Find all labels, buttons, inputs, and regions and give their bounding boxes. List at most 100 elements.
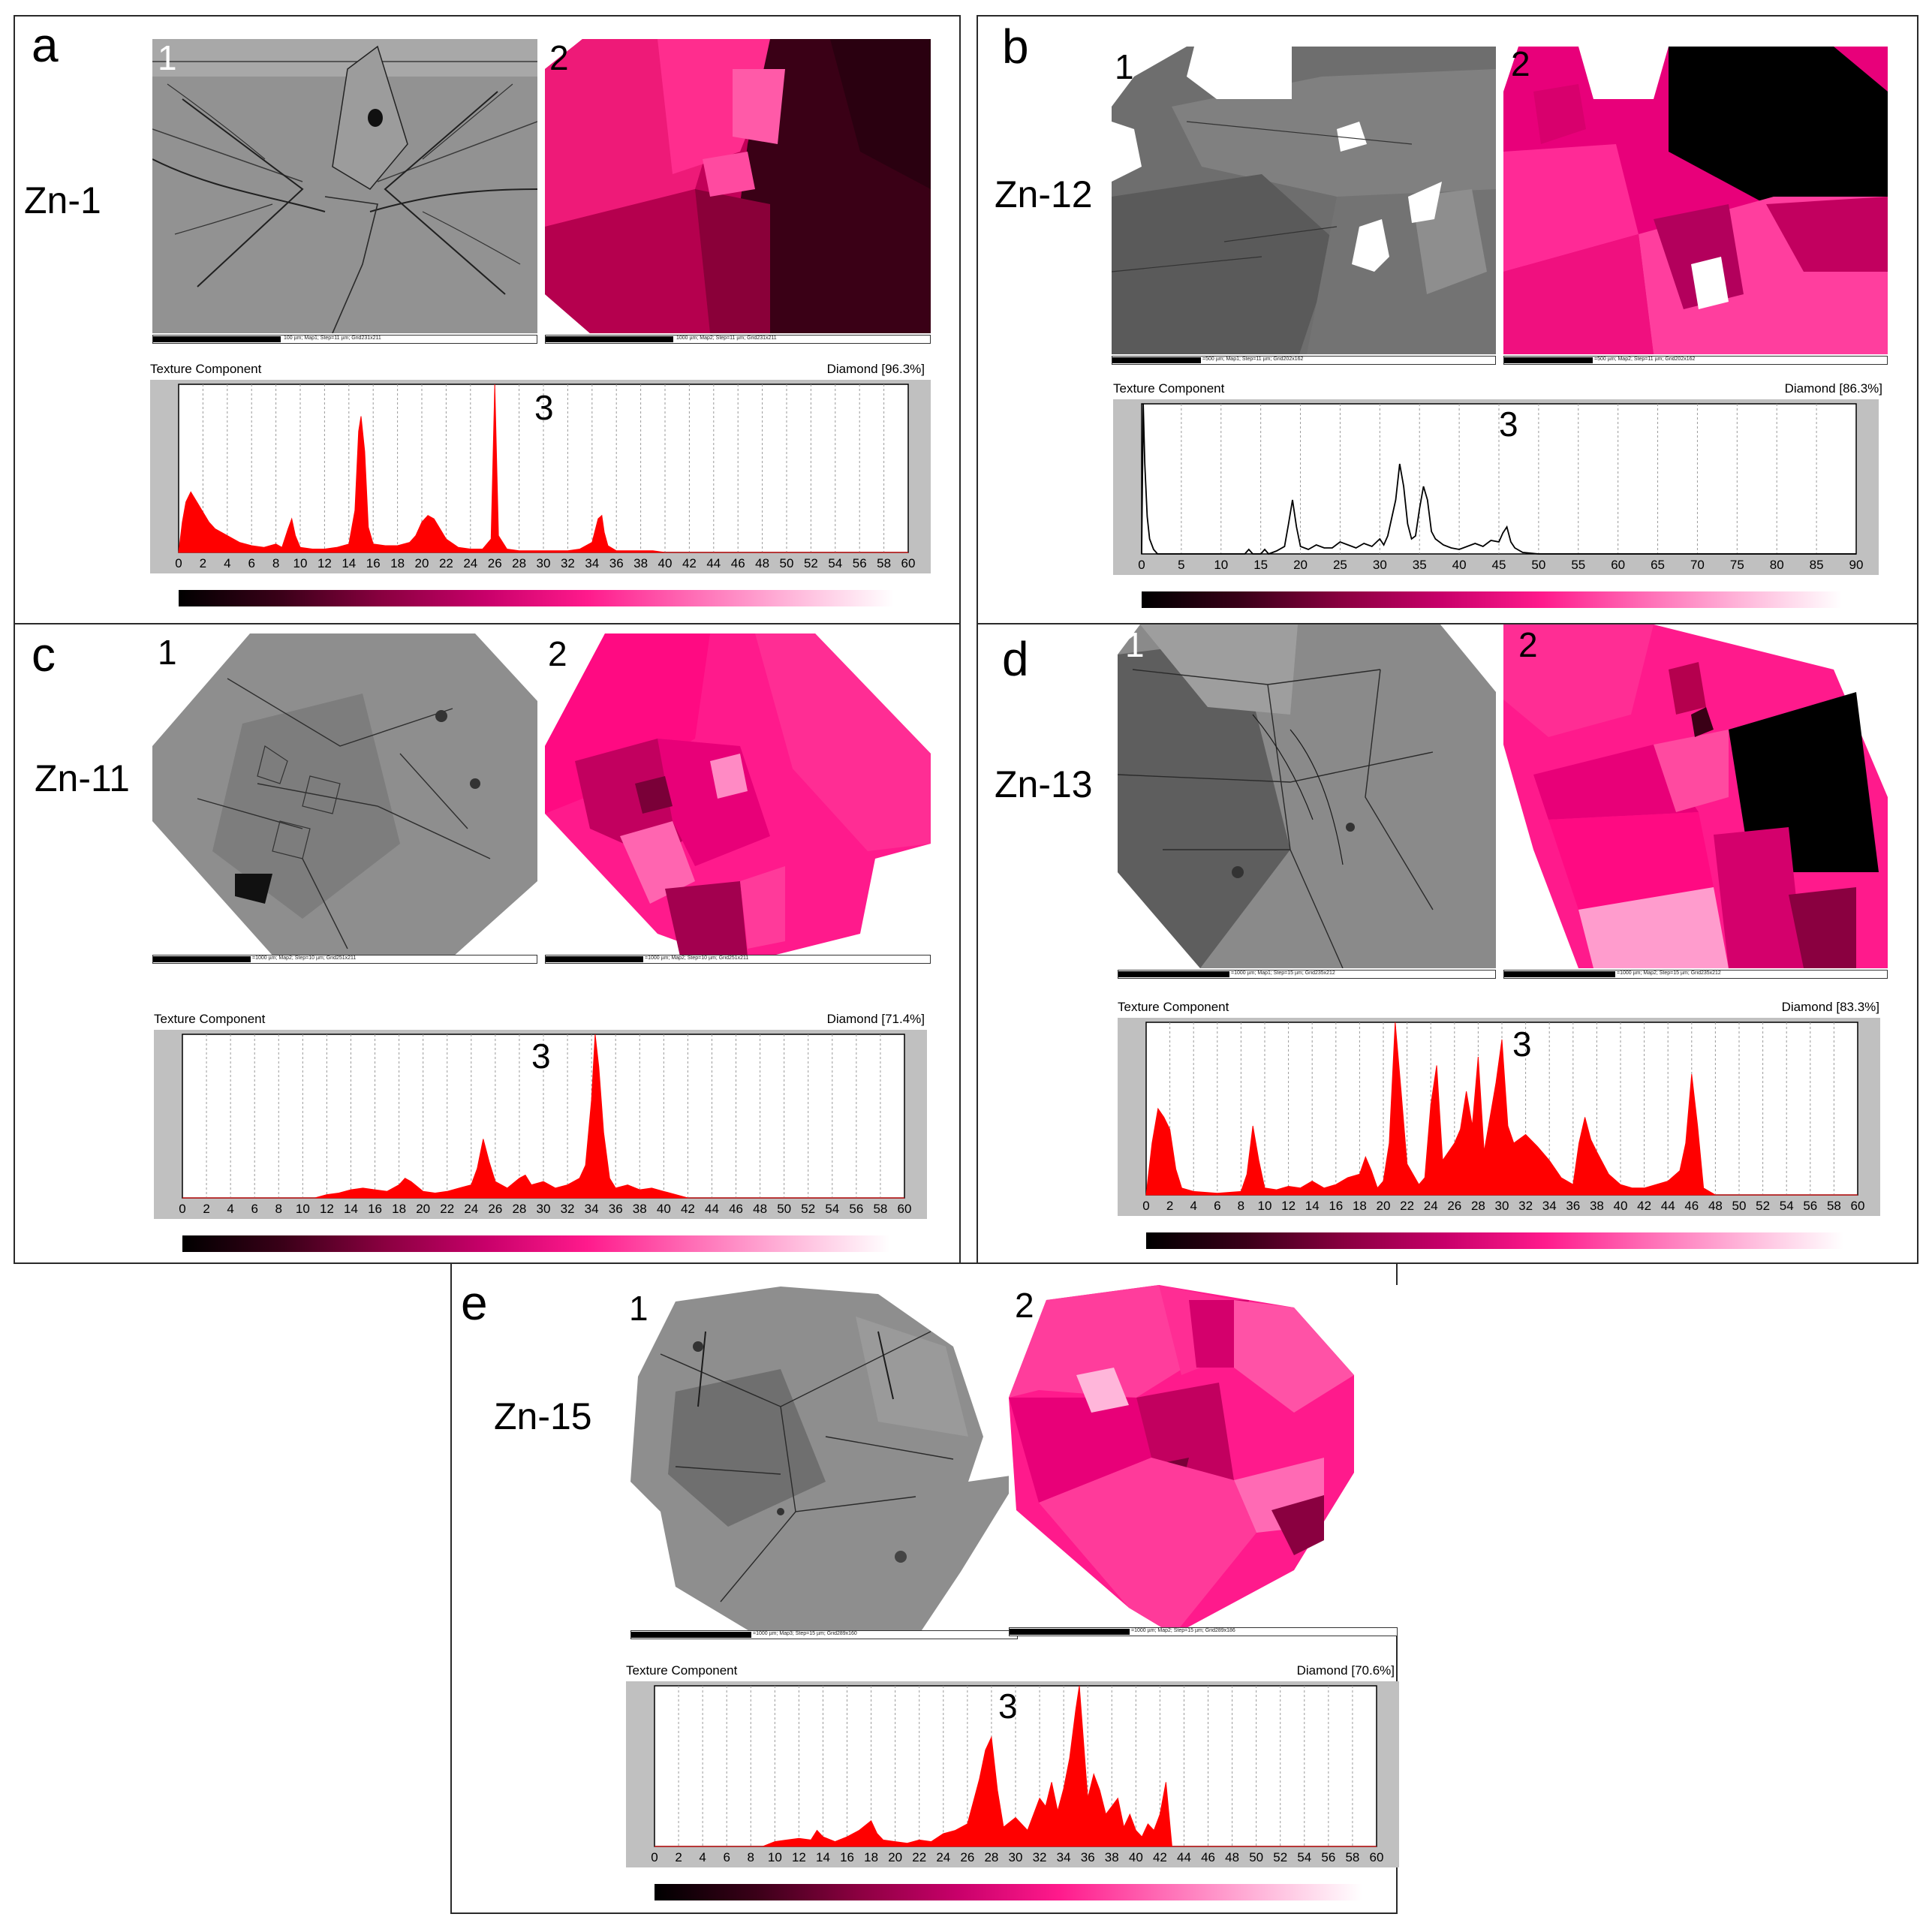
x-tick-label: 8 xyxy=(748,1850,754,1864)
x-tick-label: 2 xyxy=(200,556,206,570)
scale-bar-ebsd: =1000 µm; Map3; Step=15 µm; Grid289x160 xyxy=(630,1630,1018,1639)
panel-letter: a xyxy=(32,18,59,72)
ipf-orientation-map xyxy=(1503,624,1888,968)
x-tick-label: 50 xyxy=(1249,1850,1263,1864)
x-tick-label: 28 xyxy=(512,556,526,570)
x-tick-label: 54 xyxy=(1780,1199,1794,1213)
histogram-svg: 0 2 4 6 8 10 12 14 16 18 20 22 24 26 28 30 32 34 36 38 40 42 4… xyxy=(1118,1018,1880,1249)
ebsd-band-contrast-map xyxy=(630,1287,1018,1639)
x-tick-label: 16 xyxy=(840,1850,854,1864)
x-tick-label: 0 xyxy=(1142,1199,1149,1213)
x-tick-label: 22 xyxy=(1400,1199,1414,1213)
x-tick-label: 8 xyxy=(272,556,279,570)
x-tick-label: 60 xyxy=(901,556,916,570)
x-tick-label: 34 xyxy=(585,556,599,570)
histogram-svg: 0 2 4 6 8 10 12 14 16 18 20 22 24 26 28 30 32 34 36 38 40 42 4… xyxy=(626,1681,1399,1900)
x-tick-label: 70 xyxy=(1690,558,1705,572)
x-tick-label: 56 xyxy=(853,556,867,570)
x-tick-label: 30 xyxy=(537,1202,551,1216)
scale-bar-ebsd: =1000 µm; Map2; Step=10 µm; Grid251x211 xyxy=(152,955,537,964)
x-tick-label: 14 xyxy=(1305,1199,1320,1213)
scale-bar-text: =1000 µm; Map3; Step=15 µm; Grid289x160 xyxy=(753,1631,857,1636)
x-tick-label: 44 xyxy=(1177,1850,1191,1864)
panel-letter: e xyxy=(461,1276,488,1330)
x-tick-label: 0 xyxy=(175,556,182,570)
histogram-c: 0 2 4 6 8 10 12 14 16 18 20 22 24 26 28 30 32 34 36 38 40 42 4… xyxy=(154,1030,927,1255)
sample-label: Zn-12 xyxy=(995,173,1093,215)
x-tick-label: 52 xyxy=(801,1202,815,1216)
x-tick-label: 40 xyxy=(657,1202,671,1216)
x-tick-label: 14 xyxy=(344,1202,358,1216)
x-tick-label: 12 xyxy=(792,1850,806,1864)
x-tick-label: 58 xyxy=(877,556,891,570)
ebsd-band-contrast-map xyxy=(1118,624,1496,968)
hist-legend: Diamond [96.3%] xyxy=(826,362,925,376)
x-tick-label: 0 xyxy=(179,1202,185,1216)
x-tick-label: 28 xyxy=(512,1202,526,1216)
x-tick-label: 65 xyxy=(1651,558,1665,572)
x-tick-label: 20 xyxy=(888,1850,902,1864)
hist-title: Texture Component xyxy=(154,1012,266,1026)
x-tick-label: 56 xyxy=(1803,1199,1817,1213)
x-tick-label: 36 xyxy=(1081,1850,1095,1864)
x-tick-label: 40 xyxy=(1452,558,1467,572)
x-tick-label: 48 xyxy=(1225,1850,1239,1864)
scale-bar-ipf: =1000 µm; Map2; Step=10 µm; Grid251x211 xyxy=(545,955,931,964)
scale-bar-text: =500 µm; Map1; Step=11 µm; Grid202x162 xyxy=(1202,357,1304,362)
ebsd-band-contrast-map xyxy=(1112,47,1496,354)
x-tick-label: 26 xyxy=(960,1850,974,1864)
orientation-colorbar xyxy=(182,1235,890,1252)
x-tick-label: 6 xyxy=(723,1850,730,1864)
ipf-orientation-map xyxy=(1009,1285,1399,1635)
panel-a: a Zn-1 100 µm; Map1; Step=11 µm; Gr xyxy=(14,15,961,624)
histogram-svg: 0 5 10 15 20 25 30 35 40 45 50 55 60 65 70 75 80 85 90 xyxy=(1113,399,1879,608)
ipf-orientation-map xyxy=(545,633,931,964)
x-tick-label: 8 xyxy=(275,1202,282,1216)
x-tick-label: 16 xyxy=(366,556,381,570)
x-tick-label: 38 xyxy=(633,556,648,570)
x-tick-label: 55 xyxy=(1571,558,1585,572)
x-tick-label: 20 xyxy=(416,1202,430,1216)
x-tick-label: 36 xyxy=(609,556,624,570)
x-tick-label: 24 xyxy=(1424,1199,1438,1213)
x-tick-label: 50 xyxy=(780,556,794,570)
x-tick-label: 18 xyxy=(392,1202,406,1216)
x-tick-label: 42 xyxy=(1153,1850,1167,1864)
panel-letter: d xyxy=(1002,632,1029,686)
hist-legend: Diamond [83.3%] xyxy=(1781,1000,1879,1014)
x-tick-label: 14 xyxy=(816,1850,830,1864)
x-tick-label: 32 xyxy=(1518,1199,1533,1213)
x-tick-label: 54 xyxy=(828,556,842,570)
hist-title: Texture Component xyxy=(626,1663,738,1678)
x-tick-label: 60 xyxy=(898,1202,912,1216)
scale-bar-ebsd: 100 µm; Map1; Step=11 µm; Grid231x211 xyxy=(152,335,537,344)
panel-e: e Zn-15 =1000 xyxy=(450,1262,1399,1914)
x-tick-label: 46 xyxy=(731,556,745,570)
plot-area xyxy=(1141,403,1857,555)
x-tick-label: 12 xyxy=(320,1202,334,1216)
x-tick-label: 24 xyxy=(936,1850,950,1864)
x-tick-label: 28 xyxy=(1471,1199,1485,1213)
x-tick-label: 42 xyxy=(1637,1199,1651,1213)
x-tick-label: 36 xyxy=(609,1202,623,1216)
scale-bar-text: =1000 µm; Map2; Step=10 µm; Grid251x211 xyxy=(252,955,357,961)
x-tick-label: 45 xyxy=(1492,558,1506,572)
series-area xyxy=(655,1685,1377,1847)
hist-label-3: 3 xyxy=(998,1687,1018,1726)
series-area xyxy=(1145,1022,1858,1196)
x-tick-label: 58 xyxy=(1345,1850,1359,1864)
hist-label-3: 3 xyxy=(534,388,554,427)
orientation-colorbar xyxy=(1142,591,1842,608)
x-tick-label: 34 xyxy=(1542,1199,1557,1213)
x-tick-label: 54 xyxy=(825,1202,839,1216)
x-tick-label: 30 xyxy=(1373,558,1387,572)
x-tick-label: 6 xyxy=(1214,1199,1220,1213)
orientation-colorbar xyxy=(179,590,894,606)
x-tick-label: 50 xyxy=(1531,558,1545,572)
x-tick-label: 36 xyxy=(1566,1199,1580,1213)
x-tick-label: 32 xyxy=(561,556,575,570)
x-tick-label: 16 xyxy=(1329,1199,1343,1213)
x-tick-label: 40 xyxy=(1614,1199,1628,1213)
x-tick-label: 2 xyxy=(675,1850,682,1864)
map-label-2: 2 xyxy=(549,38,569,77)
